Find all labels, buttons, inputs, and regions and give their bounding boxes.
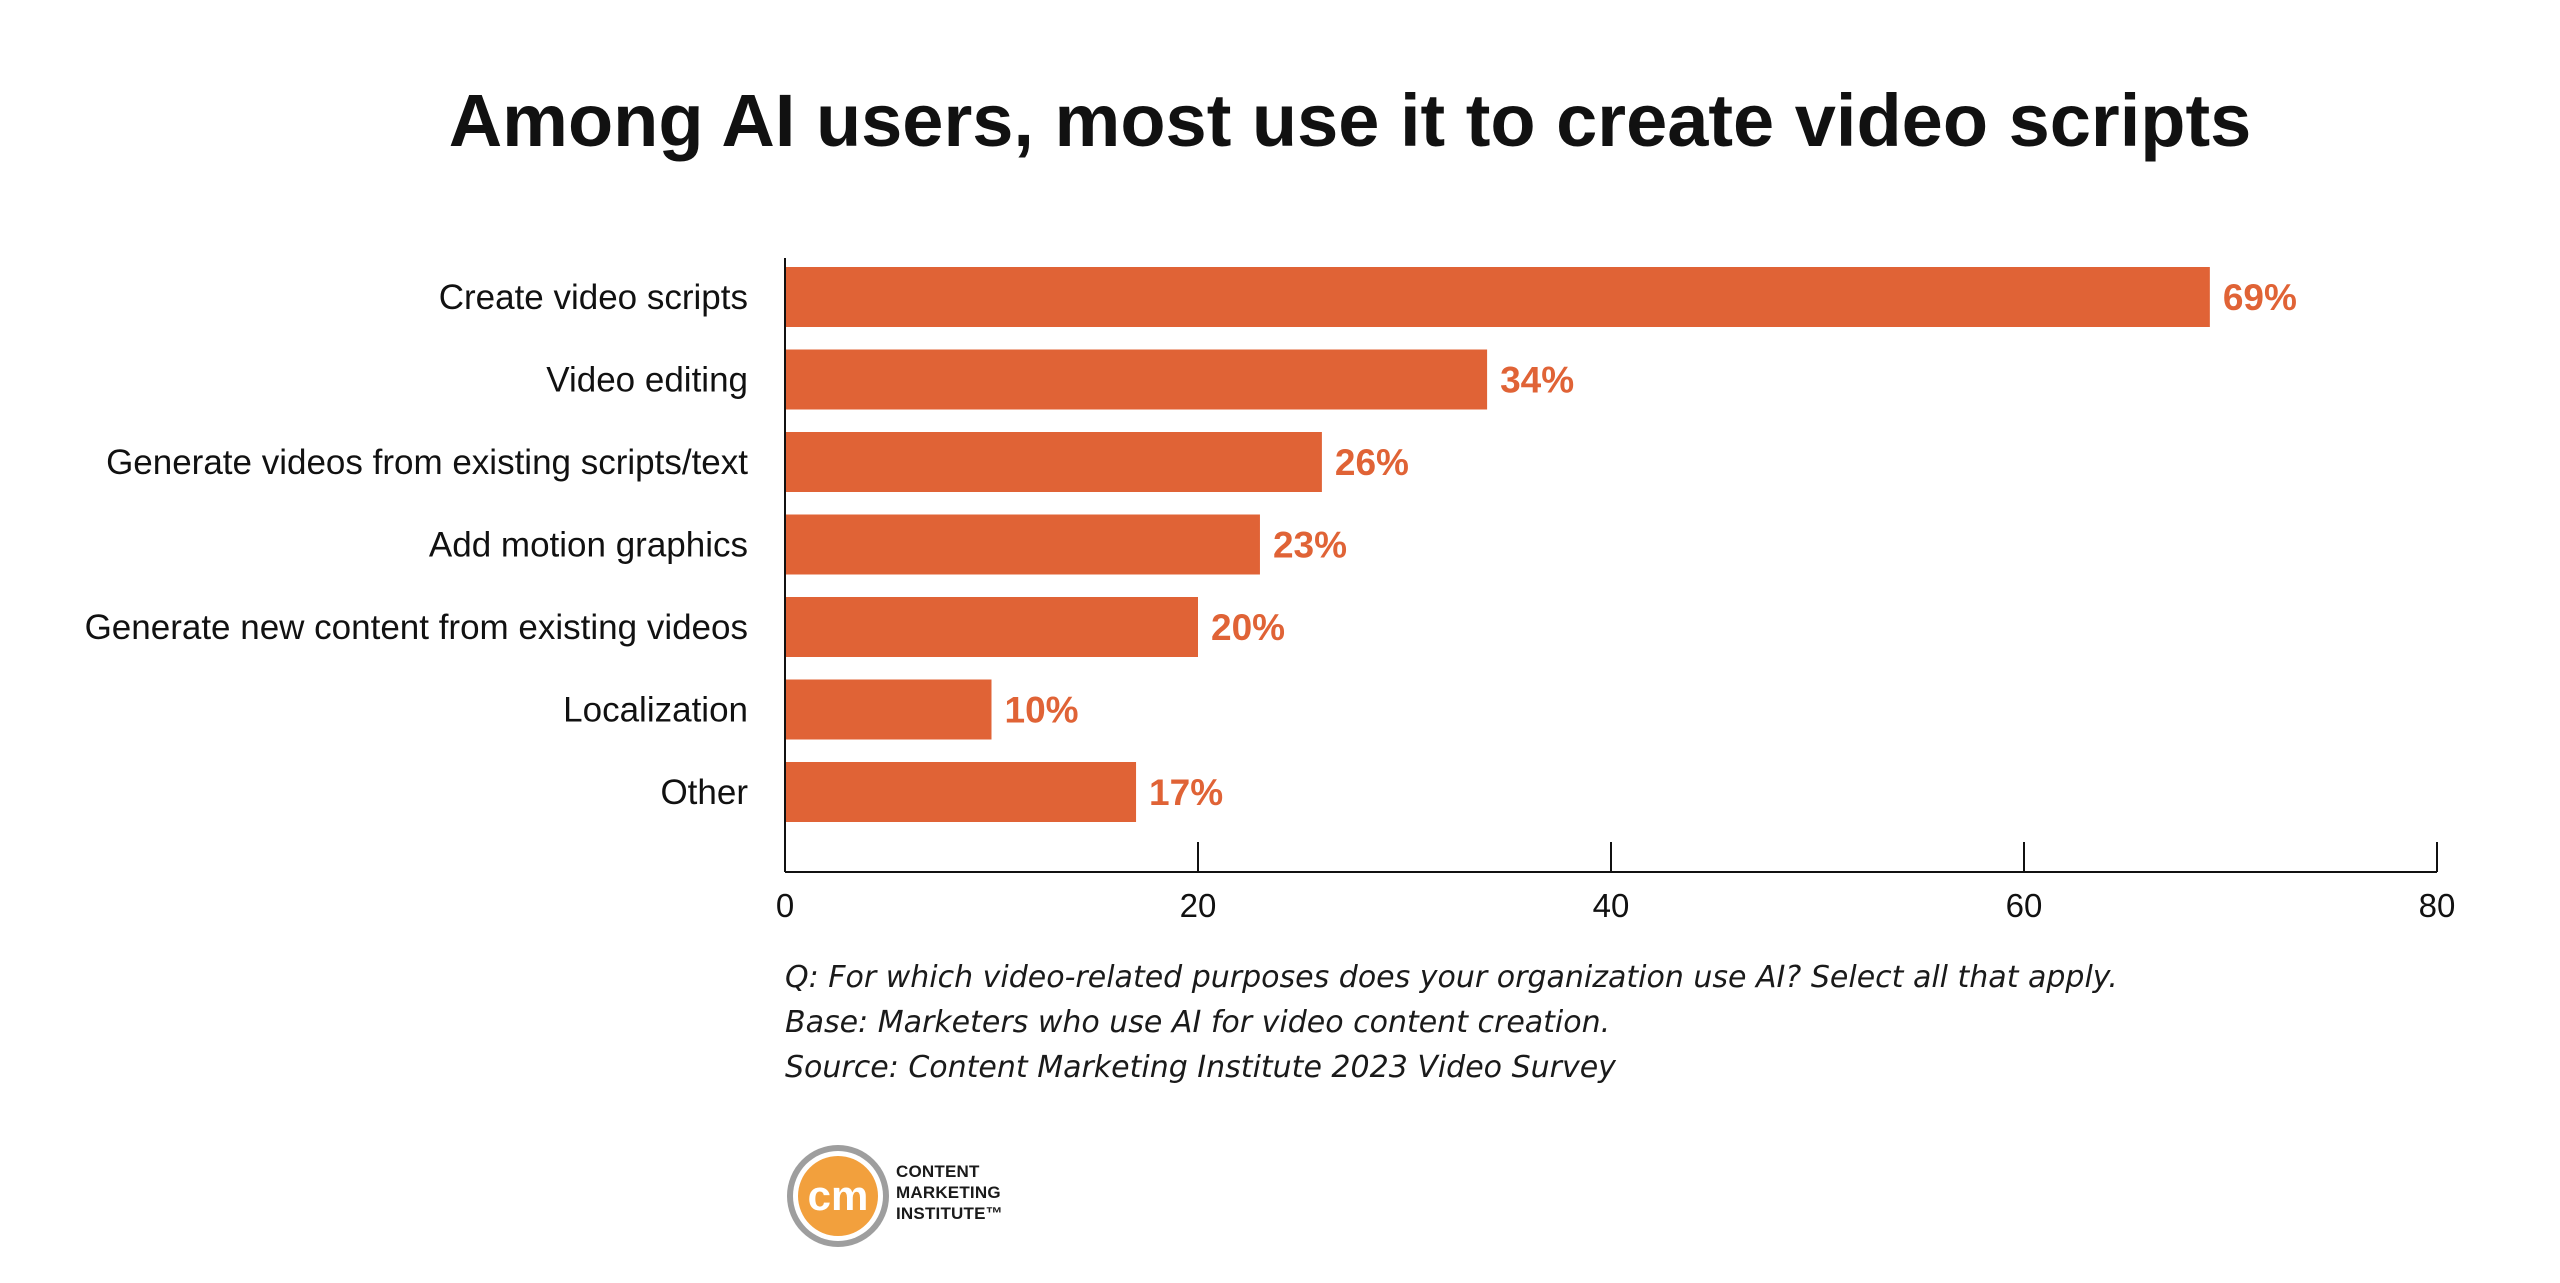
logo-mark-text: cm <box>808 1172 869 1219</box>
bar <box>785 267 2210 327</box>
bar <box>785 679 992 740</box>
data-label: 17% <box>1149 772 1223 813</box>
logo-line-3: INSTITUTE™ <box>896 1204 1003 1223</box>
chart-notes: Q: For which video-related purposes does… <box>785 955 2118 1090</box>
category-label: Generate new content from existing video… <box>85 608 748 647</box>
source-note: Source: Content Marketing Institute 2023… <box>785 1050 1616 1085</box>
bar <box>785 597 1198 657</box>
data-label: 10% <box>1005 690 1079 731</box>
base-note: Base: Marketers who use AI for video con… <box>785 1005 1611 1040</box>
data-label: 23% <box>1273 525 1347 566</box>
bar <box>785 514 1260 575</box>
data-label: 26% <box>1335 442 1409 483</box>
data-label: 20% <box>1211 607 1285 648</box>
data-label: 34% <box>1500 360 1574 401</box>
category-label: Localization <box>563 691 748 730</box>
bars-group: Create video scripts 69% Video editing 34% G… <box>85 267 2297 822</box>
category-label: Video editing <box>546 361 748 400</box>
cmi-logo-mark: cm <box>787 1145 889 1247</box>
bar <box>785 349 1488 410</box>
chart-title: Among AI users, most use it to create vi… <box>448 79 2252 162</box>
bar <box>785 762 1137 822</box>
x-tick-label: 80 <box>2419 887 2456 924</box>
question-note: Q: For which video-related purposes does… <box>785 960 2118 995</box>
category-label: Create video scripts <box>439 278 748 317</box>
axes-group: 0 20 40 60 80 <box>776 258 2456 924</box>
x-tick-label: 40 <box>1593 887 1630 924</box>
x-tick-label: 0 <box>776 887 794 924</box>
x-tick-label: 20 <box>1180 887 1217 924</box>
data-label: 69% <box>2223 277 2297 318</box>
bar <box>785 432 1322 492</box>
category-label: Other <box>660 773 748 812</box>
bar-chart: Create video scripts 69% Video editing 34% G… <box>85 258 2456 924</box>
logo-line-2: MARKETING <box>896 1183 1001 1202</box>
category-label: Generate videos from existing scripts/te… <box>106 443 748 482</box>
category-label: Add motion graphics <box>429 526 748 565</box>
cmi-logo: cm CONTENT MARKETING INSTITUTE™ <box>783 1141 1123 1251</box>
logo-line-1: CONTENT <box>896 1162 980 1181</box>
x-tick-label: 60 <box>2006 887 2043 924</box>
logo-wordmark: CONTENT MARKETING INSTITUTE™ <box>896 1161 1003 1224</box>
